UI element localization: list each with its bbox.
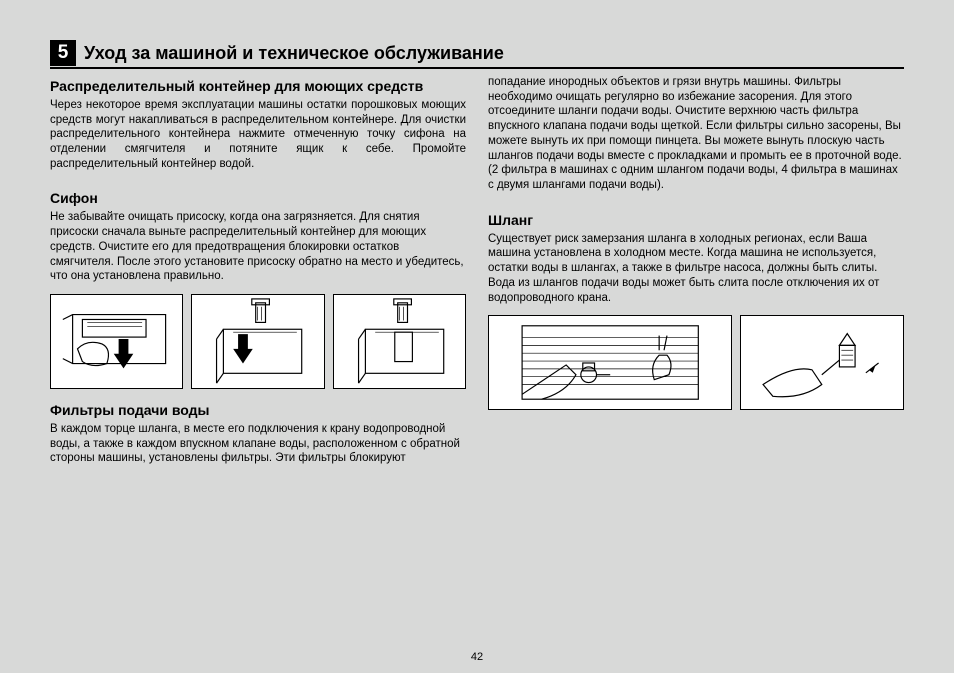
right-column: попадание инородных объектов и грязи вну…	[488, 75, 904, 470]
page-number: 42	[0, 651, 954, 663]
detergent-container-text: Через некоторое время эксплуатации машин…	[50, 98, 466, 172]
water-filters-continued-text: попадание инородных объектов и грязи вну…	[488, 75, 904, 193]
left-column: Распределительный контейнер для моющих с…	[50, 75, 466, 470]
hose-heading: Шланг	[488, 211, 904, 230]
siphon-figure-row	[50, 294, 466, 389]
siphon-text: Не забывайте очищать присоску, когда она…	[50, 210, 466, 284]
two-column-layout: Распределительный контейнер для моющих с…	[50, 75, 904, 470]
hose-figure-2	[740, 315, 904, 410]
section-header: 5 Уход за машиной и техническое обслужив…	[50, 40, 904, 69]
hose-figure-row	[488, 315, 904, 410]
water-filters-heading: Фильтры подачи воды	[50, 401, 466, 420]
detergent-container-heading: Распределительный контейнер для моющих с…	[50, 77, 466, 96]
siphon-heading: Сифон	[50, 189, 466, 208]
section-number-badge: 5	[50, 40, 76, 66]
manual-page: 5 Уход за машиной и техническое обслужив…	[50, 40, 904, 470]
water-filters-text: В каждом торце шланга, в месте его подкл…	[50, 422, 466, 466]
hose-figure-1	[488, 315, 732, 410]
hose-text: Существует риск замерзания шланга в холо…	[488, 232, 904, 306]
siphon-figure-2	[191, 294, 324, 389]
section-title: Уход за машиной и техническое обслуживан…	[84, 43, 504, 64]
siphon-figure-3	[333, 294, 466, 389]
siphon-figure-1	[50, 294, 183, 389]
